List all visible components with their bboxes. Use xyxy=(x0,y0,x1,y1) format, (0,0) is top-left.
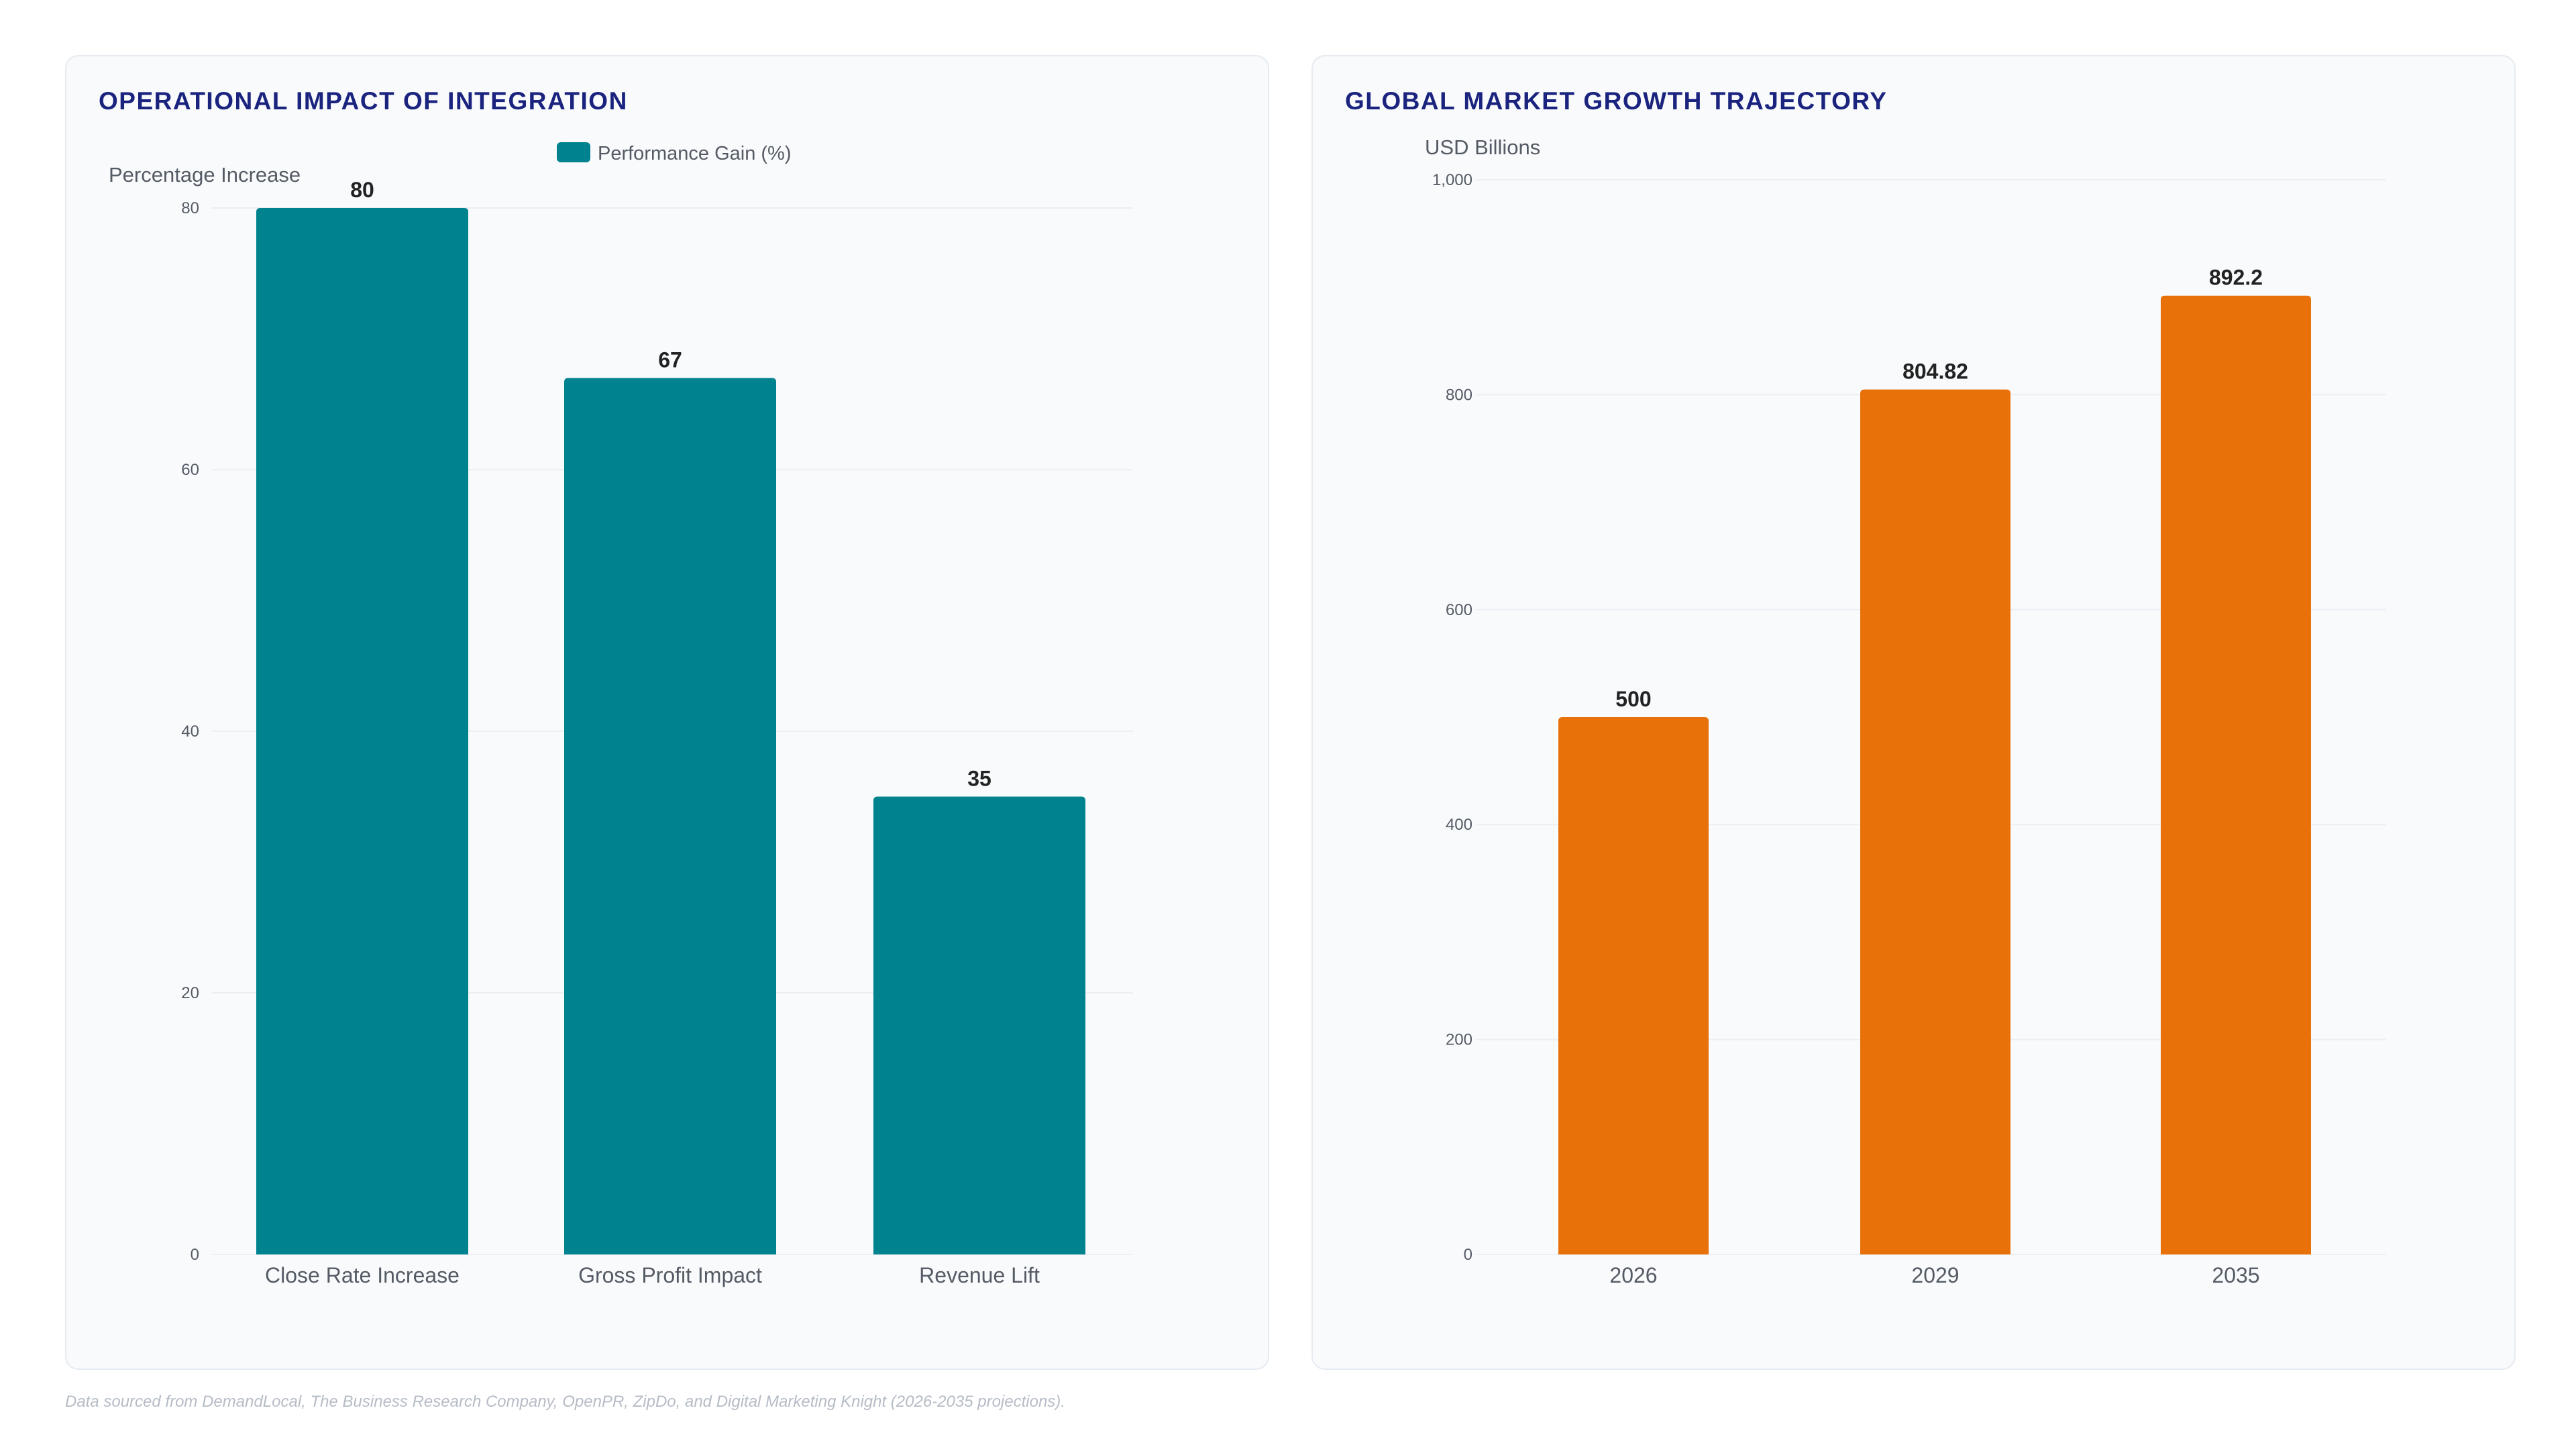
bar xyxy=(2161,295,2311,1255)
y-tick-label: 40 xyxy=(181,722,199,741)
y-tick-label: 1,000 xyxy=(1432,171,1472,189)
data-label: 804.82 xyxy=(1902,360,1968,384)
data-source-footnote: Data sourced from DemandLocal, The Busin… xyxy=(65,1393,1065,1411)
bar xyxy=(1558,717,1709,1254)
data-label: 500 xyxy=(1615,687,1651,711)
y-tick-label: 800 xyxy=(1446,386,1472,404)
x-tick-label: 2026 xyxy=(1609,1263,1657,1287)
market-growth-chart-card: GLOBAL MARKET GROWTH TRAJECTORY 0 200 400 6… xyxy=(1311,55,2516,1370)
y-tick-label: 600 xyxy=(1446,601,1472,619)
y-tick-label: 0 xyxy=(191,1246,199,1264)
y-tick-label: 400 xyxy=(1446,816,1472,834)
y-tick-label: 200 xyxy=(1446,1031,1472,1049)
data-label: 892.2 xyxy=(2209,266,2263,290)
y-tick-label: 60 xyxy=(181,461,199,479)
chart-title: OPERATIONAL IMPACT OF INTEGRATION xyxy=(99,87,628,115)
performance-chart-card: OPERATIONAL IMPACT OF INTEGRATION 0 20 40 6… xyxy=(65,55,1269,1370)
y-tick-label: 20 xyxy=(181,984,199,1002)
y-axis-label: Percentage Increase xyxy=(109,163,301,186)
x-tick-label: 2029 xyxy=(1911,1263,1959,1287)
performance-bar-chart: 0 20 40 60 80 Percentage Increase Performance … xyxy=(109,142,1133,1287)
bar xyxy=(1860,389,2010,1254)
x-tick-label: Revenue Lift xyxy=(919,1263,1040,1287)
y-axis-label: USD Billions xyxy=(1425,136,1540,159)
y-tick-label: 0 xyxy=(1464,1246,1472,1264)
data-label: 35 xyxy=(967,767,991,791)
bar xyxy=(564,378,776,1254)
legend-swatch xyxy=(557,142,590,162)
data-label: 67 xyxy=(658,348,682,372)
x-tick-label: Close Rate Increase xyxy=(265,1263,460,1287)
chart-title: GLOBAL MARKET GROWTH TRAJECTORY xyxy=(1345,87,1888,115)
market-growth-bar-chart: 0 200 400 600 800 1,000 USD Billions 500 2026 804… xyxy=(1425,136,2386,1287)
y-tick-label: 80 xyxy=(181,199,199,217)
legend-label: Performance Gain (%) xyxy=(598,143,792,164)
x-tick-label: 2035 xyxy=(2212,1263,2259,1287)
data-label: 80 xyxy=(350,178,374,202)
bar xyxy=(873,796,1085,1254)
x-tick-label: Gross Profit Impact xyxy=(578,1263,762,1287)
bar xyxy=(256,208,468,1254)
